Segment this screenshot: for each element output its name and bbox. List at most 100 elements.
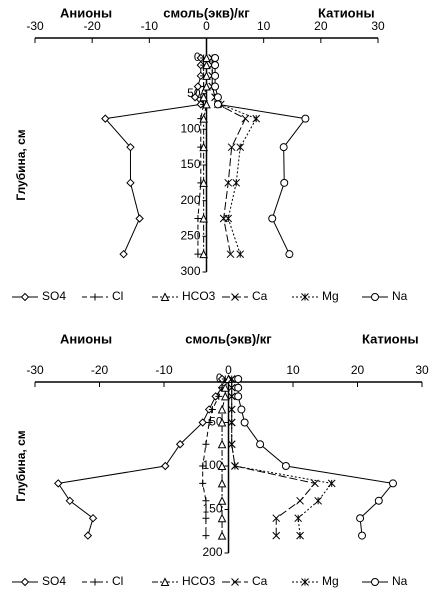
marker	[371, 293, 379, 301]
marker	[217, 530, 227, 540]
axis-title: смоль(экв)/кг	[163, 5, 250, 20]
marker	[190, 93, 200, 102]
marker	[213, 93, 222, 102]
marker	[358, 531, 367, 540]
annotation: Катионы	[362, 331, 419, 346]
series-line	[231, 379, 333, 536]
x-tick-label: -20	[83, 19, 101, 33]
marker	[388, 479, 397, 488]
marker	[91, 293, 99, 301]
marker	[199, 142, 208, 152]
marker	[208, 405, 216, 413]
legend-label: Na	[392, 289, 408, 303]
marker	[202, 60, 211, 70]
marker	[213, 100, 222, 109]
marker	[227, 375, 236, 383]
marker	[199, 213, 208, 223]
marker	[160, 292, 170, 301]
marker	[199, 479, 207, 487]
marker	[256, 440, 265, 449]
legend-label: SO4	[42, 289, 66, 303]
marker	[194, 250, 202, 258]
marker	[193, 82, 203, 91]
marker	[211, 61, 220, 70]
marker	[65, 496, 75, 506]
marker	[161, 461, 170, 471]
marker	[279, 143, 288, 152]
marker	[215, 392, 223, 400]
marker	[202, 81, 211, 91]
marker	[224, 214, 233, 223]
marker	[199, 178, 208, 187]
marker	[231, 293, 239, 301]
series-line	[197, 58, 205, 255]
marker	[211, 71, 220, 80]
marker	[296, 496, 304, 505]
marker	[217, 496, 227, 505]
marker	[88, 513, 98, 523]
marker	[281, 462, 290, 470]
marker	[234, 375, 243, 383]
marker	[211, 82, 220, 91]
y-axis-title: Глубина, см	[14, 129, 28, 200]
x-tick-label: 10	[257, 19, 271, 33]
legend-label: SO4	[42, 574, 66, 588]
marker	[272, 531, 281, 540]
marker	[327, 479, 336, 488]
marker	[236, 250, 245, 259]
series-line	[231, 379, 316, 536]
y-tick-label: 200	[202, 545, 222, 559]
legend-label: Cl	[112, 574, 123, 588]
x-tick-label: 0	[225, 363, 232, 377]
marker	[135, 214, 144, 223]
x-tick-label: -30	[26, 363, 44, 377]
y-tick-label: 250	[180, 229, 200, 243]
x-tick-label: -20	[91, 363, 109, 377]
annotation: Анионы	[60, 5, 112, 20]
legend-label: Cl	[112, 289, 123, 303]
legend-label: Ca	[252, 289, 268, 303]
y-tick-label: 200	[180, 193, 200, 207]
y-tick-label: 100	[202, 458, 222, 472]
marker	[202, 440, 210, 448]
legend-label: HCO3	[182, 289, 216, 303]
legend-label: Mg	[322, 574, 339, 588]
marker	[234, 392, 243, 401]
marker	[252, 114, 261, 123]
marker	[227, 418, 236, 427]
marker	[20, 292, 30, 302]
marker	[199, 249, 208, 259]
x-tick-label: 20	[314, 19, 328, 33]
marker	[160, 577, 170, 586]
series-line	[237, 379, 394, 536]
marker	[205, 419, 213, 426]
marker	[202, 532, 210, 540]
marker	[217, 439, 227, 449]
y-tick-label: 300	[180, 264, 200, 278]
annotation: Катионы	[318, 5, 375, 20]
marker	[227, 383, 236, 392]
marker	[285, 250, 294, 259]
y-tick-label: 150	[180, 157, 200, 171]
legend-label: Ca	[252, 574, 268, 588]
marker	[217, 513, 227, 523]
marker	[240, 418, 249, 427]
marker	[236, 143, 245, 152]
marker	[237, 405, 246, 414]
marker	[272, 514, 281, 523]
y-tick-label: 0	[194, 50, 201, 64]
annotation: Анионы	[60, 331, 112, 346]
marker	[301, 578, 309, 586]
marker	[296, 531, 304, 540]
marker	[374, 496, 383, 505]
x-tick-label: -10	[141, 19, 159, 33]
marker	[199, 462, 207, 470]
marker	[311, 479, 319, 488]
x-tick-label: 30	[371, 19, 385, 33]
marker	[199, 114, 208, 123]
marker	[227, 405, 236, 414]
marker	[83, 531, 93, 540]
marker	[217, 478, 227, 488]
marker	[202, 497, 210, 505]
